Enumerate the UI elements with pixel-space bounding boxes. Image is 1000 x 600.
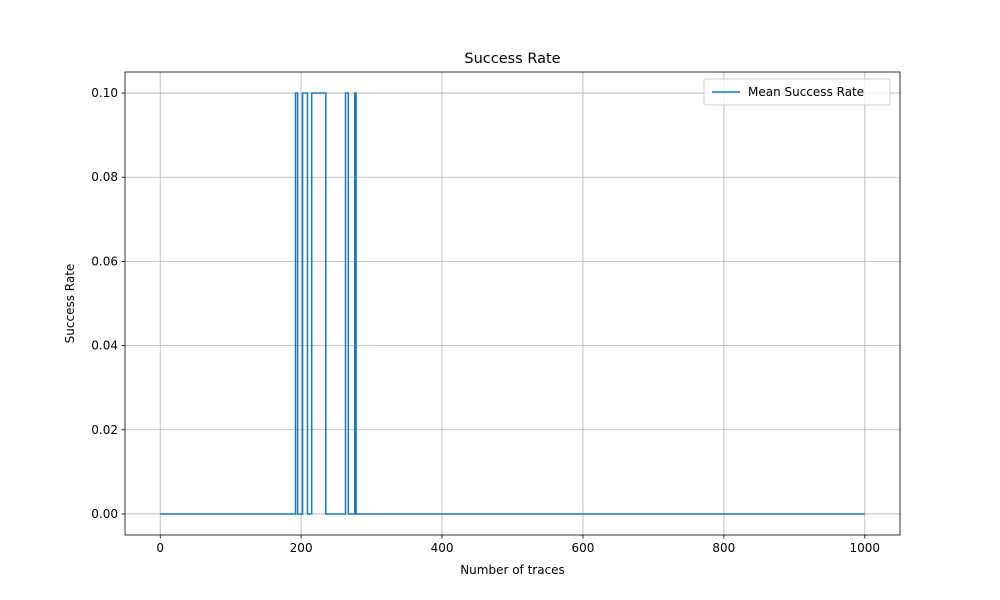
y-tick-label: 0.08 [91,170,118,184]
y-axis-ticks: 0.00 0.02 0.04 0.06 0.08 0.10 [91,86,125,521]
x-tick-label: 200 [290,541,313,555]
chart-title: Success Rate [464,51,560,67]
legend: Mean Success Rate [703,78,891,106]
x-tick-label: 600 [572,541,595,555]
series-layer [160,92,865,515]
y-tick-label: 0.04 [91,339,118,353]
legend-box [703,78,891,106]
x-tick-label: 400 [431,541,454,555]
legend-label-mean-success-rate: Mean Success Rate [748,85,864,99]
series-line-mean-success-rate [160,92,865,515]
plot-area-frame [124,71,901,536]
x-tick-label: 0 [156,541,164,555]
x-axis-label: Number of traces [460,563,565,577]
x-tick-label: 800 [712,541,735,555]
y-tick-label: 0.02 [91,423,118,437]
y-tick-label: 0.10 [91,86,118,100]
y-axis-label: Success Rate [63,264,77,344]
y-tick-label: 0.06 [91,254,118,268]
y-tick-label: 0.00 [91,507,118,521]
x-tick-label: 1000 [849,541,880,555]
x-axis-ticks: 0 200 400 600 800 1000 [156,535,880,555]
